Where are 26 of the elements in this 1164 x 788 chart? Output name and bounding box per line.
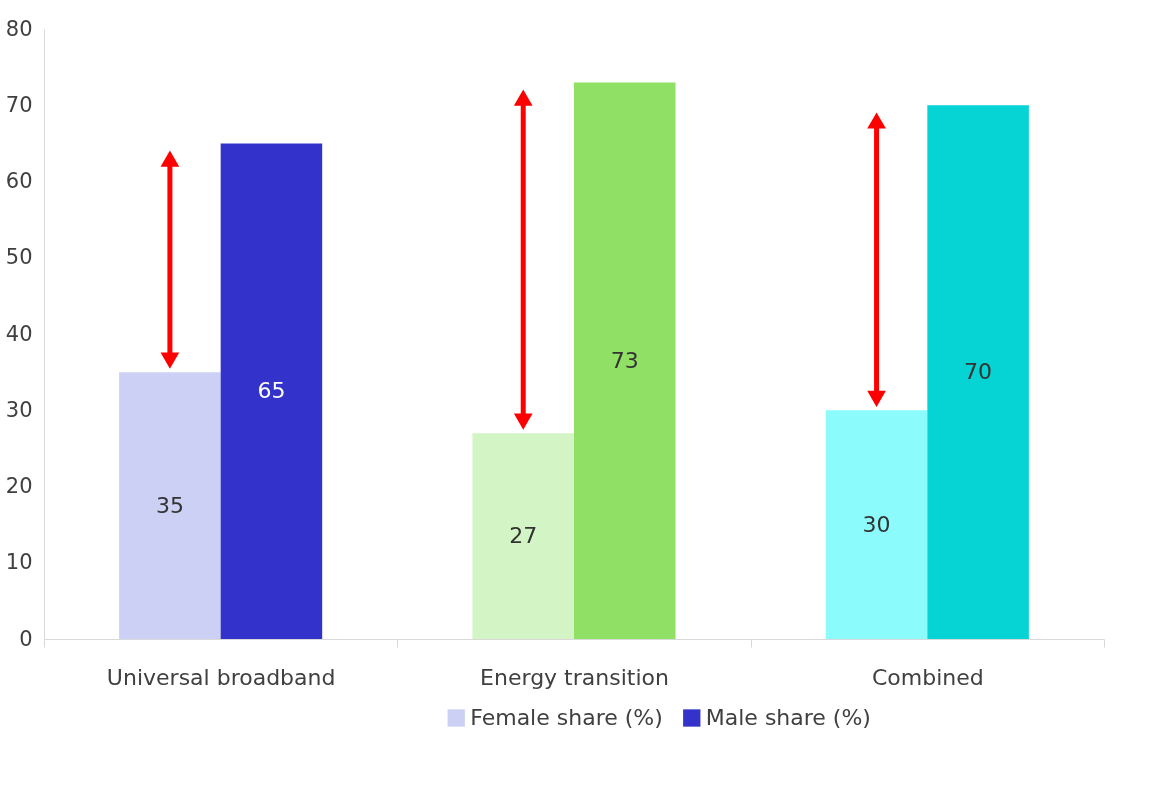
legend-label: Female share (%)	[470, 705, 663, 730]
data-label: 27	[509, 523, 538, 549]
bar	[119, 372, 221, 639]
y-tick-label: 80	[5, 16, 33, 41]
bar	[927, 105, 1029, 639]
legend-label: Male share (%)	[705, 705, 871, 730]
y-tick-label: 50	[5, 245, 33, 270]
x-tick-label: Energy transition	[480, 664, 669, 690]
y-tick-label: 70	[5, 92, 33, 117]
x-tick-label: Combined	[871, 664, 984, 690]
bar	[220, 143, 323, 639]
data-label: 73	[610, 347, 639, 373]
bar	[574, 82, 676, 639]
y-tick-label: 0	[19, 626, 33, 651]
x-tick-label: Universal broadband	[106, 664, 336, 690]
y-tick-label: 30	[5, 397, 33, 422]
bar	[825, 410, 928, 639]
data-label: 70	[964, 359, 993, 385]
y-tick-label: 60	[5, 169, 33, 193]
data-label: 65	[257, 378, 286, 404]
data-label: 35	[155, 492, 184, 518]
data-label: 30	[862, 511, 891, 537]
bar	[472, 433, 574, 639]
y-tick-label: 40	[5, 321, 33, 346]
y-tick-label: 20	[5, 474, 33, 498]
y-tick-label: 10	[5, 550, 33, 575]
